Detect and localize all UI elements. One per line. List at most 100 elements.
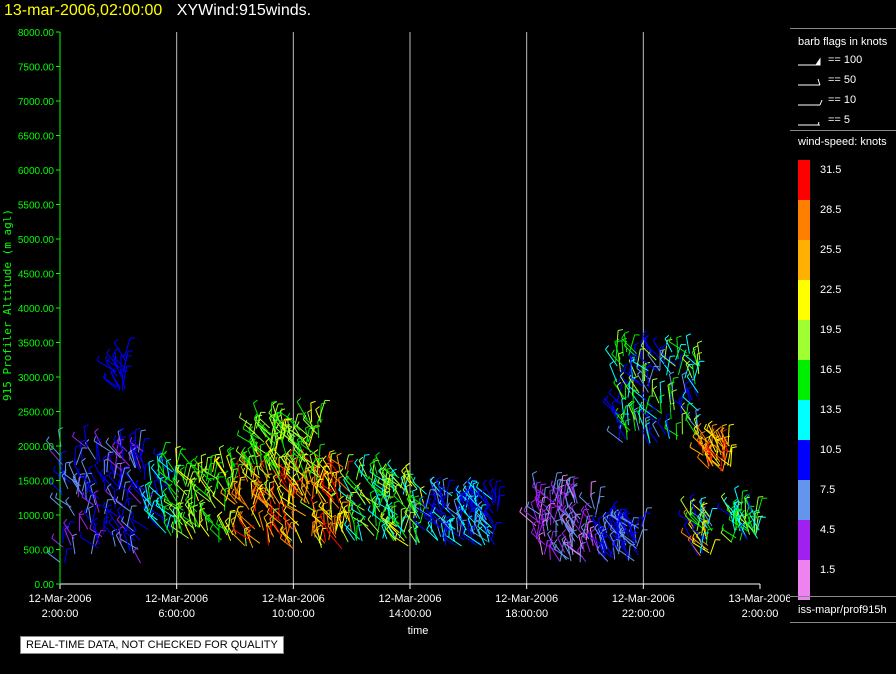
wind-barb (194, 466, 212, 482)
barb-flag (337, 516, 343, 520)
barb-flag (93, 523, 98, 527)
wind-barb (680, 499, 691, 516)
wind-barb (283, 419, 287, 438)
barb-flag (343, 504, 349, 509)
barb-flag (613, 509, 618, 514)
barb-flag (720, 492, 726, 497)
wind-barb (216, 515, 228, 536)
wind-barb (347, 511, 352, 532)
barb-flag (536, 491, 542, 494)
wind-barb (287, 452, 300, 472)
wind-barb (343, 479, 353, 497)
barb-flag (628, 518, 634, 522)
wind-barb (300, 501, 316, 513)
wind-barb (633, 517, 640, 535)
wind-barb (288, 465, 307, 478)
wind-barb (458, 520, 463, 537)
wind-barb (549, 531, 554, 547)
barb-flag (621, 334, 625, 339)
barb-flag (284, 519, 290, 522)
wind-barb (369, 492, 376, 514)
wind-barb (468, 511, 471, 527)
barb-flag (482, 479, 487, 484)
barb-flag (264, 479, 269, 484)
barb-legend-label: == 5 (828, 114, 851, 126)
barb-flag (104, 516, 110, 519)
wind-barb (371, 483, 381, 503)
barb-flag (680, 527, 684, 533)
wind-barb (727, 425, 730, 445)
barb-flag (687, 535, 692, 540)
barb-flag (188, 501, 194, 505)
wind-barb (334, 517, 337, 535)
wind-barb (685, 418, 697, 436)
barb-flag (372, 478, 376, 484)
barb-flag (739, 513, 743, 519)
wind-barb (193, 490, 196, 507)
wind-barb (305, 467, 320, 478)
y-tick-label: 7000.00 (18, 97, 55, 108)
wind-barb (290, 485, 294, 504)
barb-flag (418, 505, 422, 511)
barb-flag (220, 487, 224, 493)
colorbar-swatch (798, 360, 810, 400)
wind-barb (238, 459, 253, 472)
barb-flag (496, 480, 502, 483)
wind-barb (426, 529, 439, 541)
wind-barb (207, 488, 212, 503)
barb-flag (112, 351, 116, 357)
wind-barb (144, 509, 158, 521)
wind-barb (564, 493, 569, 508)
wind-barb (270, 402, 273, 421)
barb-flag (467, 515, 473, 519)
wind-barb (475, 513, 488, 525)
wind-barb (618, 531, 631, 545)
wind-barb (712, 432, 731, 447)
wind-barb (162, 491, 173, 507)
wind-barb (273, 449, 288, 466)
wind-barb (279, 537, 294, 550)
colorbar-label: 10.5 (820, 444, 842, 456)
barb-flag (441, 531, 444, 537)
barb-flag (395, 532, 398, 538)
wind-barb (133, 550, 142, 564)
wind-barb (252, 488, 259, 505)
wind-barb (570, 485, 578, 502)
barb-flag (200, 501, 206, 505)
barb-flag (703, 520, 709, 523)
wind-barb (63, 522, 75, 540)
barb-flag (550, 506, 556, 509)
wind-barb (106, 458, 123, 471)
barb-flag (268, 408, 273, 414)
wind-barb (96, 444, 101, 463)
barb-flag (384, 490, 390, 495)
barb-flag (230, 511, 236, 513)
wind-barb (684, 384, 693, 401)
barb-flag (623, 508, 628, 513)
barb-flag (692, 432, 696, 437)
barb-flag (610, 405, 615, 411)
wind-barb (537, 503, 551, 520)
wind-barb (599, 546, 614, 559)
y-tick-label: 4500.00 (18, 270, 55, 281)
wind-barb (326, 458, 339, 474)
wind-barb (582, 516, 589, 538)
barb-flag (617, 511, 620, 517)
wind-barb (351, 508, 366, 518)
wind-barb (272, 520, 283, 538)
wind-barb (218, 447, 225, 468)
barb-flag (339, 521, 344, 526)
wind-barb (409, 494, 424, 507)
wind-barb (740, 491, 744, 511)
wind-barb (355, 525, 358, 541)
barb-flag (212, 490, 216, 496)
barb-flag (235, 446, 239, 452)
barb-flag (380, 512, 383, 518)
barb-flag (230, 509, 236, 512)
wind-barb (281, 507, 290, 528)
wind-barb (715, 438, 722, 456)
wind-barb (49, 496, 63, 509)
barb-flag (601, 531, 607, 536)
wind-barb (483, 515, 488, 535)
barb-flag (218, 511, 223, 516)
